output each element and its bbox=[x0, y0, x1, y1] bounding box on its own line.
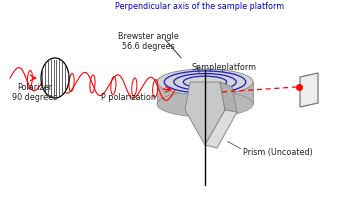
Text: Brewster angle
56.6 degrees: Brewster angle 56.6 degrees bbox=[118, 32, 178, 51]
Text: Prism (Uncoated): Prism (Uncoated) bbox=[243, 148, 313, 156]
Ellipse shape bbox=[157, 91, 253, 117]
Text: Sampleplatform: Sampleplatform bbox=[192, 63, 257, 72]
Ellipse shape bbox=[157, 69, 253, 95]
Polygon shape bbox=[157, 82, 253, 104]
Ellipse shape bbox=[41, 58, 69, 98]
Polygon shape bbox=[185, 82, 225, 145]
Polygon shape bbox=[205, 110, 237, 148]
Text: Perpendicular axis of the sample platform: Perpendicular axis of the sample platfor… bbox=[115, 2, 285, 11]
Text: Polarizer
90 degrees: Polarizer 90 degrees bbox=[12, 83, 58, 102]
Polygon shape bbox=[300, 73, 318, 107]
Polygon shape bbox=[220, 82, 237, 112]
Text: P polarization: P polarization bbox=[100, 93, 156, 102]
